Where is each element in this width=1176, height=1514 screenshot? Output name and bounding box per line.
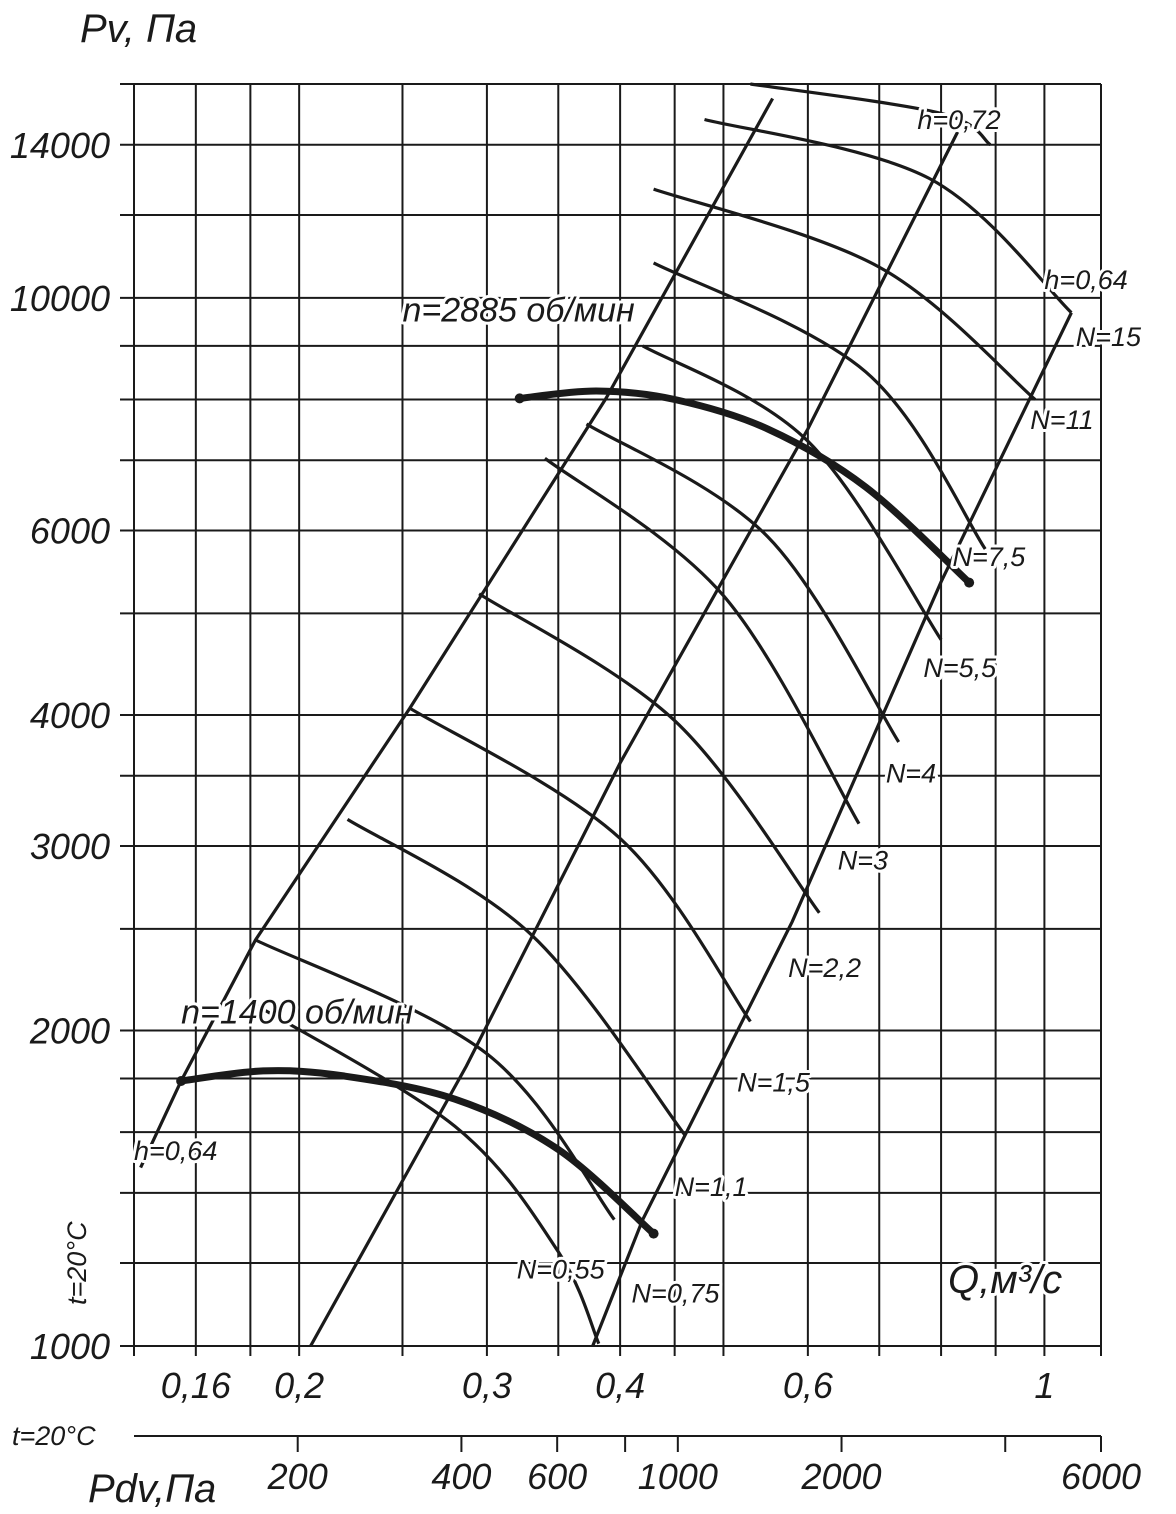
power-curve [543, 457, 861, 825]
power-curve [478, 592, 821, 914]
power-curve-label: N=1,1 [675, 1172, 748, 1202]
efficiency-line [309, 131, 960, 1347]
efficiency-line-label: h=0,72 [917, 105, 1000, 135]
y-tick-label: 1000 [30, 1326, 110, 1367]
power-curve [408, 706, 752, 1023]
y-tick-label: 6000 [30, 510, 110, 551]
power-curve-label: N=5,5 [923, 653, 997, 683]
speed-curve-label: n=1400 об/мин [181, 994, 414, 1032]
curve-labels: N=0,55 N=0,75 N=1,1 N=1,5 N=2,2 N=3 N=4 N=5,5 N=… [131, 102, 1145, 1312]
speed-curve-endpoint [514, 393, 525, 404]
power-curve-label: N=3 [838, 845, 888, 875]
pdv-tick-label: 200 [267, 1456, 328, 1497]
power-curve [585, 422, 901, 743]
speed-curve-endpoint [176, 1075, 187, 1086]
pdv-tick-label: 6000 [1061, 1456, 1141, 1497]
x-axis-title: Q,м³/с [948, 1258, 1062, 1302]
speed-curve [180, 1067, 656, 1237]
y-tick-label: 2000 [29, 1011, 110, 1052]
power-curve [653, 187, 1037, 401]
power-curve-label: N=15 [1076, 322, 1142, 352]
power-curve-label: N=2,2 [788, 953, 861, 983]
x-axis-tick-labels: 0,16 0,2 0,3 0,4 0,6 1 [161, 1365, 1055, 1406]
pdv-temperature-label: t=20°C [12, 1421, 96, 1451]
x-tick-label: 0,16 [161, 1365, 232, 1406]
efficiency-line [591, 312, 1073, 1347]
x-tick-label: 0,6 [783, 1365, 834, 1406]
pdv-tick-label: 2000 [800, 1456, 881, 1497]
y-temperature-label: t=20°C [62, 1221, 92, 1305]
power-curve [750, 82, 992, 147]
power-curve [254, 938, 616, 1221]
speed-curve-endpoint [648, 1228, 659, 1239]
speed-curves [176, 387, 975, 1239]
horizontal-grid [120, 83, 1101, 1347]
power-curve [704, 117, 1073, 314]
y-axis-title: Pv, Па [80, 7, 197, 51]
efficiency-line-label: h=0,64 [134, 1136, 217, 1166]
pdv-tick-label: 400 [431, 1456, 491, 1497]
y-tick-label: 10000 [10, 278, 110, 319]
power-curve-label: N=4 [886, 758, 936, 788]
x-tick-label: 0,4 [595, 1365, 645, 1406]
y-tick-label: 3000 [30, 826, 110, 867]
power-curves [249, 82, 1073, 1345]
power-curve [652, 261, 987, 550]
efficiency-lines [139, 97, 1073, 1347]
power-curve [346, 818, 687, 1136]
pdv-axis-title: Pdv,Па [88, 1467, 216, 1511]
y-axis-tick-labels: 1000 2000 3000 4000 6000 10000 14000 [10, 125, 110, 1367]
power-curve-label: N=11 [1030, 405, 1093, 435]
speed-curve [519, 387, 972, 586]
speed-curve-label: n=2885 об/мин [402, 291, 635, 329]
pdv-tick-label: 1000 [638, 1456, 718, 1497]
x-tick-label: 1 [1034, 1365, 1054, 1406]
x-tick-label: 0,2 [274, 1365, 324, 1406]
power-curve-label: N=0,75 [632, 1279, 721, 1309]
power-curve-label: N=0,55 [517, 1254, 606, 1284]
efficiency-line [139, 97, 774, 1169]
pdv-tick-label: 600 [527, 1456, 587, 1497]
power-curve-label: N=7,5 [953, 542, 1027, 572]
x-tick-label: 0,3 [462, 1365, 512, 1406]
efficiency-line-label: h=0,64 [1044, 265, 1127, 295]
vertical-grid [133, 84, 1102, 1356]
y-tick-label: 4000 [30, 695, 110, 736]
power-curve [249, 1000, 601, 1345]
y-tick-label: 14000 [10, 125, 110, 166]
speed-curve-endpoint [964, 577, 975, 588]
power-curve [641, 344, 943, 641]
power-curve-label: N=1,5 [737, 1067, 811, 1097]
pdv-axis: 200 400 600 1000 2000 6000 [134, 1435, 1141, 1497]
